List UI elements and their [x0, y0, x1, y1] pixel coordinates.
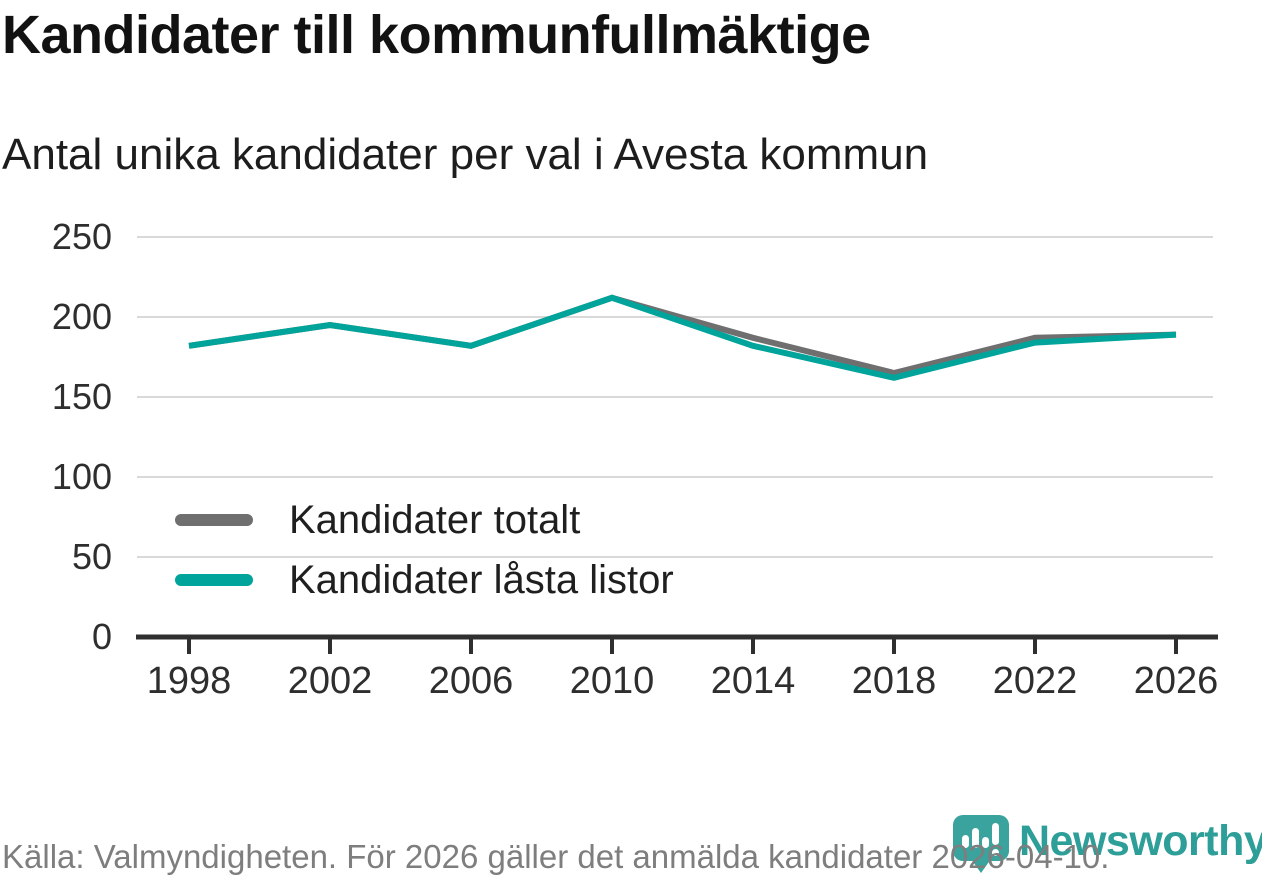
page-title: Kandidater till kommunfullmäktige: [2, 5, 871, 65]
x-axis: [136, 634, 1218, 654]
x-tick-label: 2010: [569, 660, 655, 702]
x-tick-label: 2018: [851, 660, 937, 702]
series-line-0: [188, 294, 1177, 377]
y-tick-label: 200: [51, 296, 112, 337]
legend-swatch-icon: [175, 514, 253, 526]
chart-subtitle: Antal unika kandidater per val i Avesta …: [2, 130, 929, 179]
y-tick-label: 50: [71, 536, 112, 577]
x-tick-label: 1998: [146, 660, 232, 702]
legend-label: Kandidater låsta listor: [289, 557, 674, 602]
source-note: Källa: Valmyndigheten. För 2026 gäller d…: [2, 838, 1110, 875]
x-tick-label: 2002: [287, 660, 373, 702]
newsworthy-logo: Newsworthy: [953, 815, 1262, 873]
series-lines: [188, 294, 1177, 381]
x-tick-label: 2014: [710, 660, 796, 702]
y-tick-label: 250: [51, 216, 112, 257]
legend-label: Kandidater totalt: [289, 497, 581, 542]
x-tick-label: 2006: [428, 660, 514, 702]
y-tick-label: 150: [51, 376, 112, 417]
legend-item: Kandidater låsta listor: [175, 556, 674, 604]
bar-chart-exclamation-icon: [953, 815, 1009, 873]
y-tick-label: 0: [91, 616, 112, 657]
x-tick-label: 2026: [1133, 660, 1219, 702]
legend-item: Kandidater totalt: [175, 496, 580, 544]
newsworthy-logo-text: Newsworthy: [1019, 817, 1262, 865]
gridlines: [137, 236, 1213, 558]
series-line-1: [188, 294, 1177, 381]
y-tick-label: 100: [51, 456, 112, 497]
legend-swatch-icon: [175, 574, 253, 586]
x-tick-label: 2022: [992, 660, 1078, 702]
